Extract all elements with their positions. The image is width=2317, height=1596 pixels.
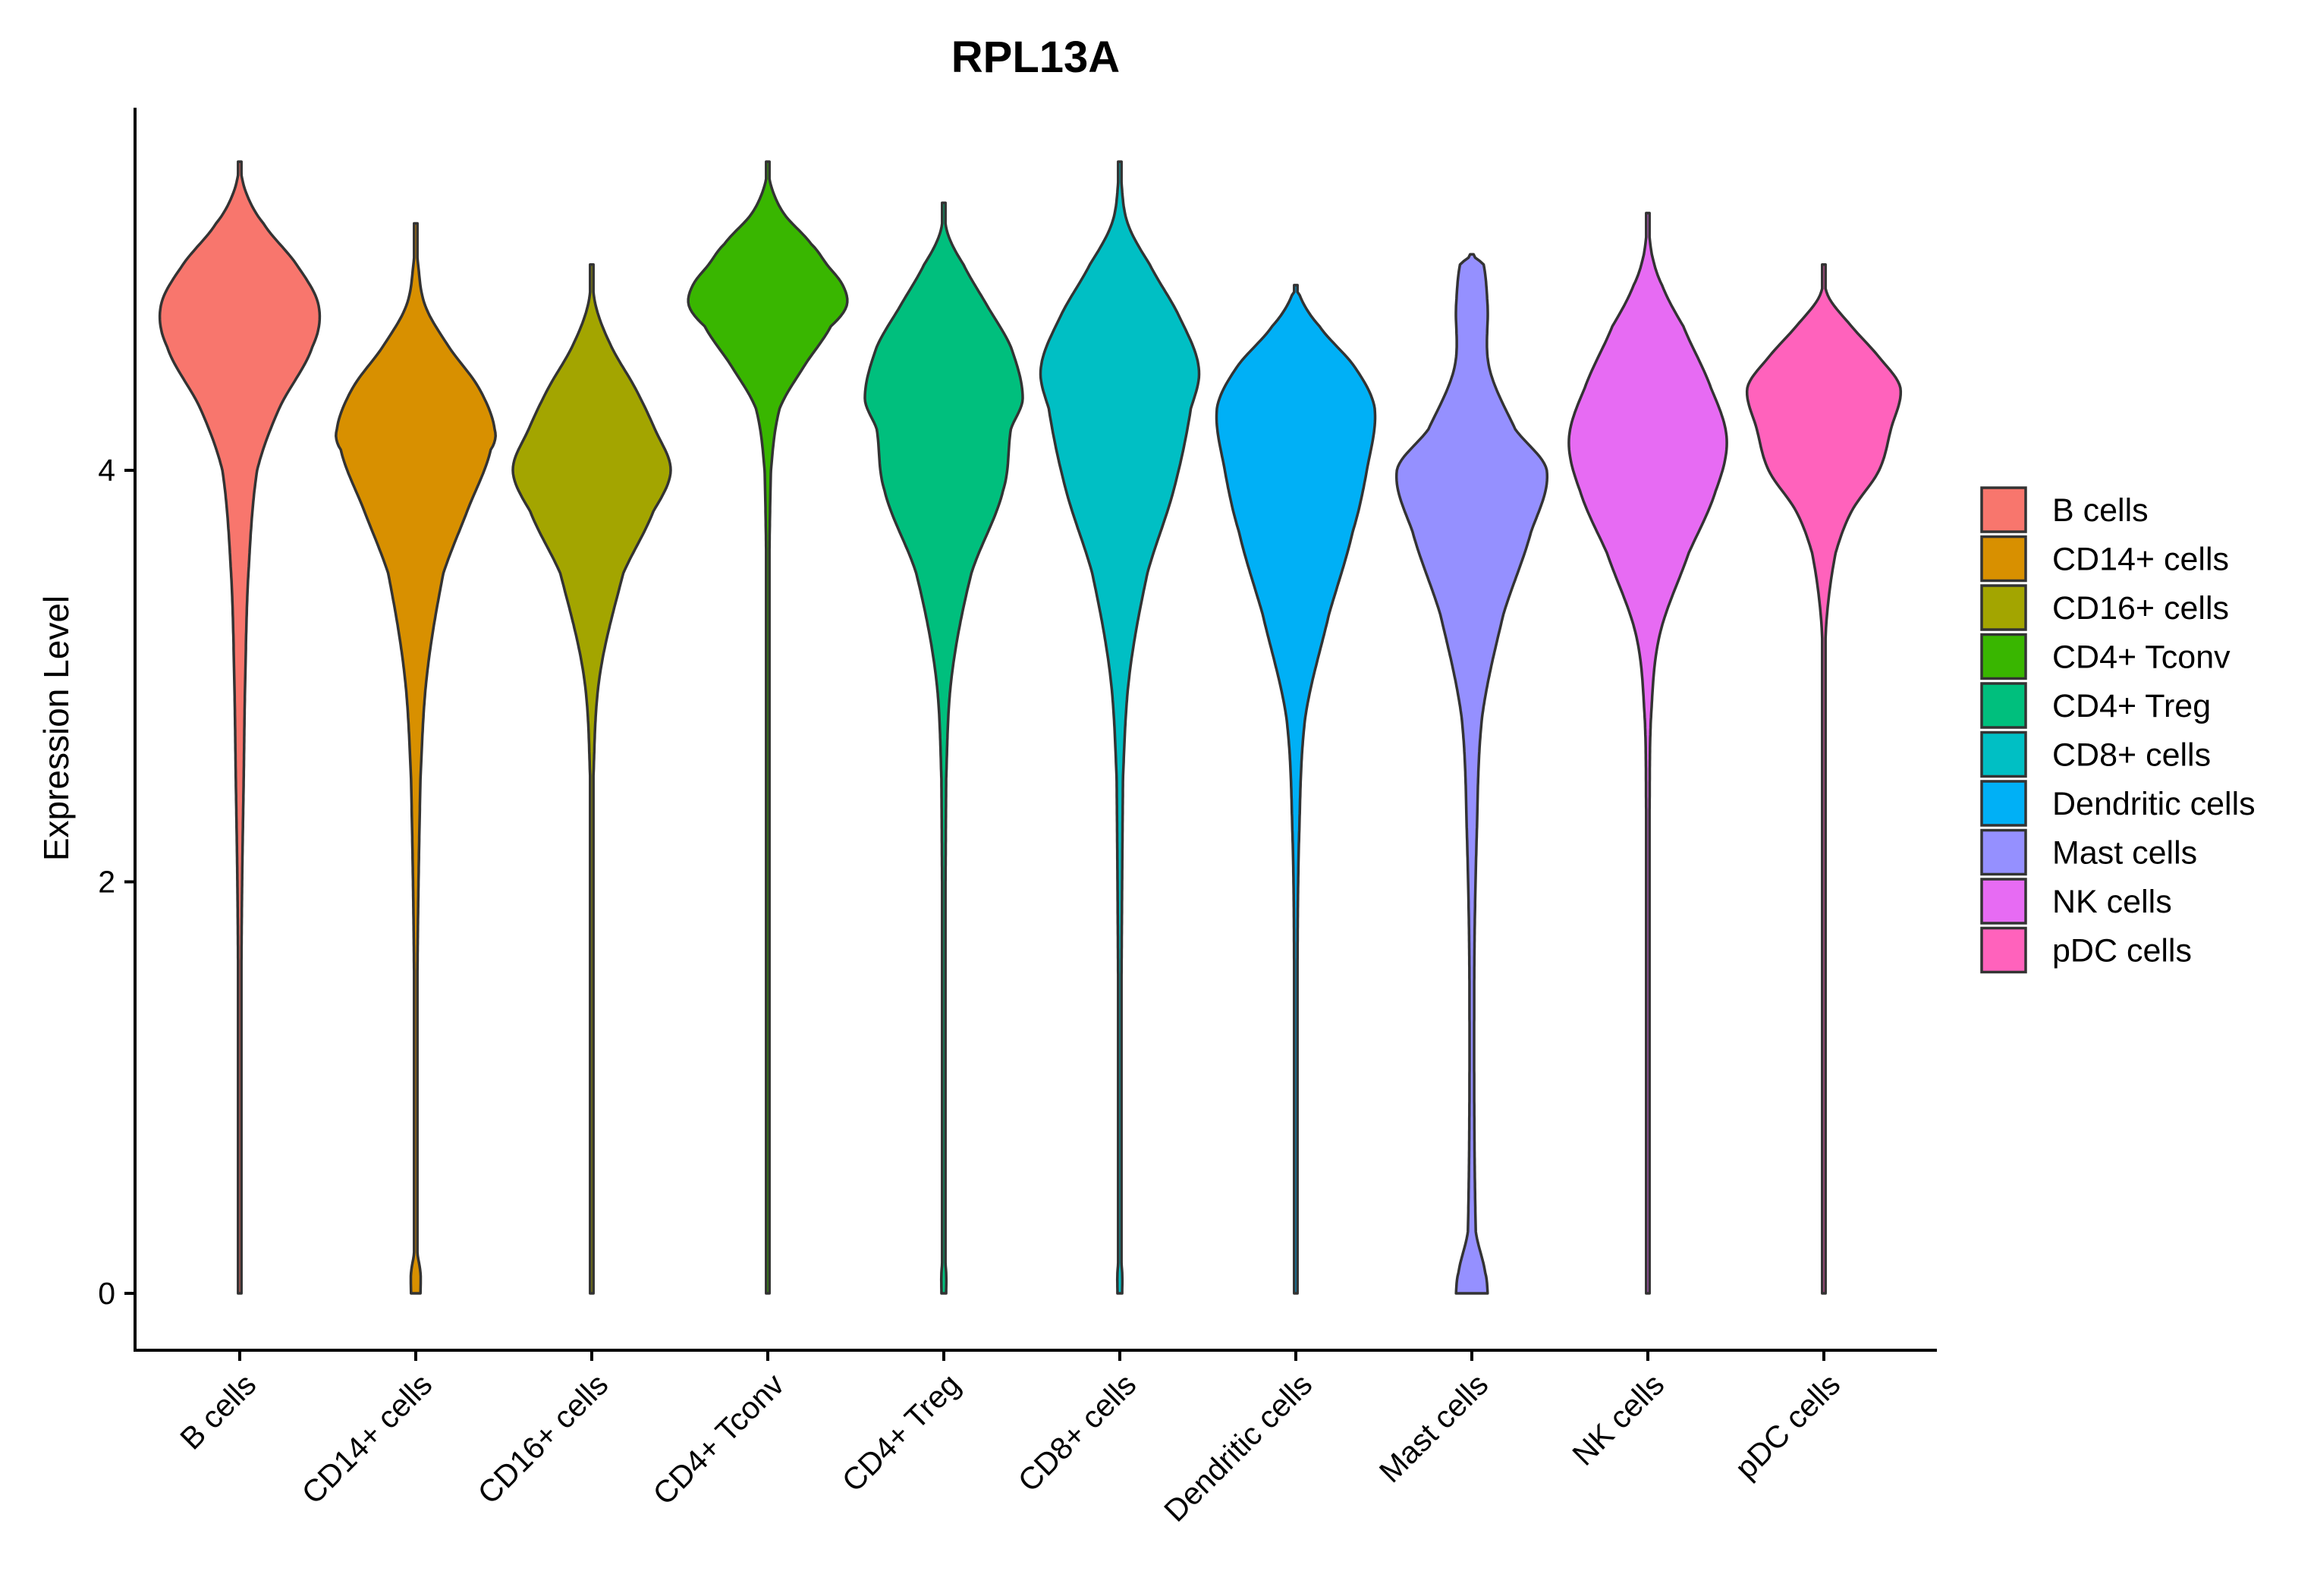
legend-label: CD14+ cells bbox=[2052, 542, 2229, 578]
legend: B cells CD14+ cells CD16+ cells CD4+ Tconv C… bbox=[1980, 486, 2256, 974]
legend-label: Mast cells bbox=[2052, 835, 2197, 872]
legend-label: CD4+ Tconv bbox=[2052, 639, 2231, 676]
y-ticks: 0 2 4 bbox=[98, 453, 135, 1311]
violin-cd4-tconv bbox=[687, 160, 849, 1295]
legend-swatch bbox=[1980, 828, 2027, 876]
chart-title: RPL13A bbox=[951, 33, 1120, 82]
violin-cd16-cells bbox=[511, 263, 672, 1295]
legend-label: B cells bbox=[2052, 492, 2149, 529]
legend-label: Dendritic cells bbox=[2052, 786, 2256, 822]
legend-swatch bbox=[1980, 486, 2027, 533]
y-axis-label: Expression Level bbox=[36, 595, 76, 861]
legend-label: NK cells bbox=[2052, 884, 2172, 920]
violin-pdc-cells bbox=[1745, 263, 1903, 1295]
legend-swatch bbox=[1980, 535, 2027, 583]
legend-swatch bbox=[1980, 878, 2027, 925]
violin-nk-cells bbox=[1567, 212, 1728, 1295]
legend-swatch bbox=[1980, 730, 2027, 778]
y-tick-label: 2 bbox=[98, 865, 115, 900]
legend-swatch bbox=[1980, 682, 2027, 729]
legend-label: CD16+ cells bbox=[2052, 590, 2229, 627]
violin-cd4-treg bbox=[863, 201, 1024, 1295]
legend-swatch bbox=[1980, 584, 2027, 631]
violin-cd8-cells bbox=[1039, 160, 1201, 1295]
legend-swatch bbox=[1980, 633, 2027, 680]
legend-label: CD8+ cells bbox=[2052, 737, 2211, 774]
violin-dendritic-cells bbox=[1215, 284, 1377, 1295]
legend-label: pDC cells bbox=[2052, 933, 2192, 969]
y-tick-label: 4 bbox=[98, 453, 115, 488]
legend-swatch bbox=[1980, 780, 2027, 827]
violins bbox=[158, 160, 1903, 1295]
violin-cd14-cells bbox=[335, 221, 497, 1295]
violin-b-cells bbox=[158, 160, 322, 1295]
legend-label: CD4+ Treg bbox=[2052, 688, 2211, 724]
violin-mast-cells bbox=[1394, 253, 1549, 1295]
legend-swatch bbox=[1980, 926, 2027, 974]
y-tick-label: 0 bbox=[98, 1276, 115, 1311]
